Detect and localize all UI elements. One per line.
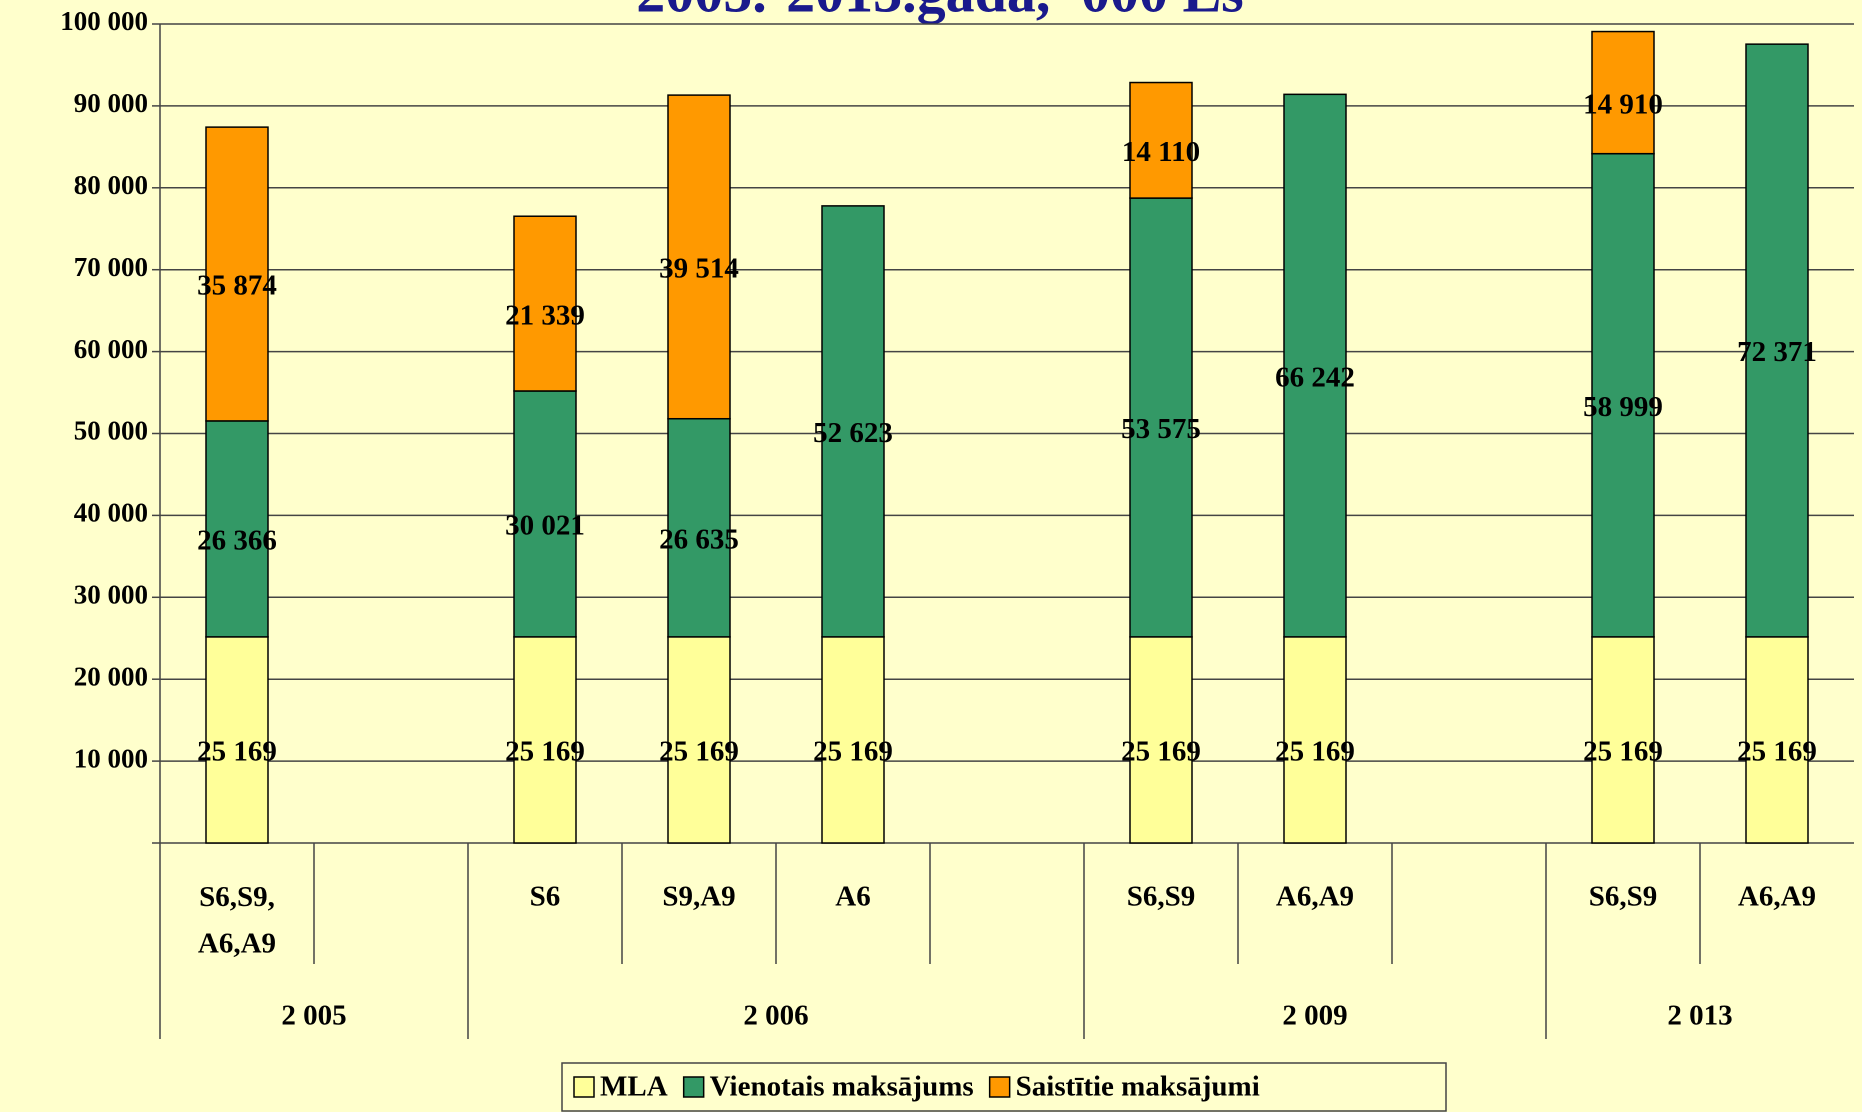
x-tick-label: A6 [835, 881, 870, 913]
value-label: 26 366 [197, 525, 277, 557]
bar-segment [1591, 152, 1655, 638]
bar-segment [1283, 93, 1347, 638]
value-label: 35 874 [197, 270, 277, 302]
bar-segment [513, 390, 577, 638]
bar-segment [1745, 43, 1809, 638]
bar-segment [205, 636, 269, 844]
bar-segment [1591, 30, 1655, 155]
y-tick-label: 80 000 [74, 170, 148, 200]
y-tick-label: 50 000 [74, 416, 148, 446]
legend-label: MLA [600, 1071, 668, 1103]
bar-segment [667, 636, 731, 844]
y-tick-label: 90 000 [74, 88, 148, 118]
y-tick-label: 60 000 [74, 334, 148, 364]
value-label: 25 169 [1737, 736, 1817, 768]
y-tick-label: 20 000 [74, 661, 148, 691]
y-tick-label: 100 000 [60, 6, 148, 36]
value-label: 14 910 [1583, 88, 1663, 120]
bar-segment [1129, 81, 1193, 199]
y-tick-label: 40 000 [74, 498, 148, 528]
y-tick-label: 70 000 [74, 252, 148, 282]
legend-swatch [988, 1076, 1011, 1098]
y-tick-label: 30 000 [74, 580, 148, 610]
bar-segment [205, 420, 269, 638]
value-label: 66 242 [1275, 361, 1355, 393]
bar-segment [1129, 636, 1193, 844]
value-label: 25 169 [1583, 736, 1663, 768]
value-label: 25 169 [197, 736, 277, 768]
legend-swatch [682, 1076, 705, 1098]
value-label: 25 169 [1275, 736, 1355, 768]
value-label: 52 623 [813, 417, 893, 449]
value-label: 53 575 [1121, 413, 1201, 445]
x-tick-label: S6,S9 [1589, 881, 1658, 913]
value-label: 25 169 [1121, 736, 1201, 768]
group-label: 2 006 [743, 1000, 808, 1032]
value-label: 39 514 [659, 253, 739, 285]
value-label: 25 169 [505, 736, 585, 768]
value-label: 21 339 [505, 299, 585, 331]
bar-segment [1591, 636, 1655, 844]
legend-label: Vienotais maksājums [710, 1071, 974, 1103]
bar-segment [1745, 636, 1809, 844]
bar-segment [1129, 197, 1193, 638]
bar-segment [821, 205, 885, 638]
legend-swatch [573, 1076, 595, 1098]
y-tick-label: 10 000 [74, 743, 148, 773]
x-tick-label: S6,S9, A6,A9 [198, 881, 276, 959]
group-label: 2 005 [281, 1000, 346, 1032]
bar-segment [667, 94, 731, 420]
value-label: 30 021 [505, 510, 585, 542]
value-label: 25 169 [813, 736, 893, 768]
x-tick-label: A6,A9 [1738, 881, 1816, 913]
bar-segment [205, 126, 269, 422]
group-label: 2 009 [1282, 1000, 1347, 1032]
x-tick-label: S6 [530, 881, 561, 913]
legend-label: Saistītie maksājumi [1016, 1071, 1260, 1103]
value-label: 58 999 [1583, 391, 1663, 423]
value-label: 14 110 [1122, 136, 1200, 168]
x-tick-label: S9,A9 [662, 881, 735, 913]
bar-segment [513, 215, 577, 392]
x-tick-label: S6,S9 [1127, 881, 1196, 913]
bar-segment [1283, 636, 1347, 844]
value-label: 25 169 [659, 736, 739, 768]
value-label: 72 371 [1737, 336, 1817, 368]
value-label: 26 635 [659, 523, 739, 555]
group-label: 2 013 [1667, 1000, 1732, 1032]
x-tick-label: A6,A9 [1276, 881, 1354, 913]
